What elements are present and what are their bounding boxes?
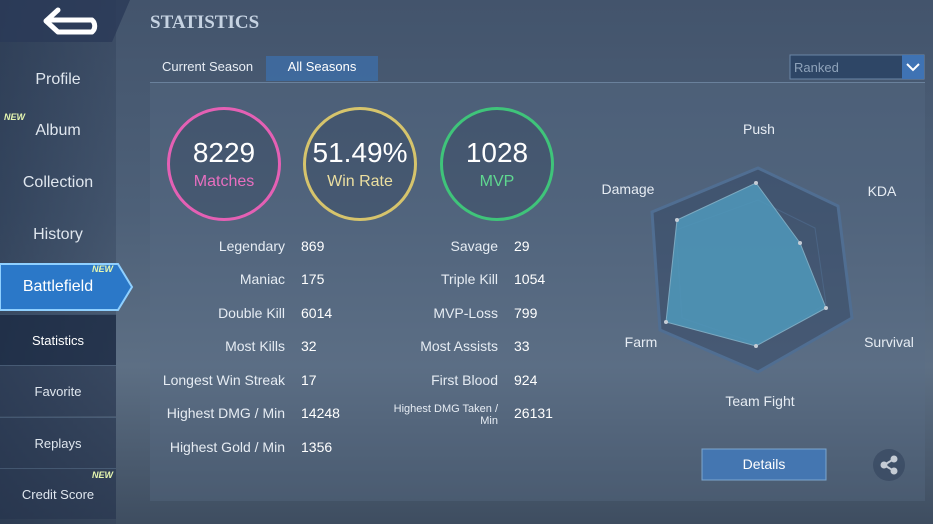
sidebar-item[interactable]: Statistics (0, 314, 116, 365)
summary-value: 51.49% (312, 137, 408, 168)
radar-label: Team Fight (725, 393, 795, 409)
summary-circle: 51.49% Win Rate (303, 107, 417, 221)
summary-label: Matches (193, 173, 255, 190)
stat-label: Maniac (239, 271, 285, 287)
stat-label: MVP-Loss (433, 305, 498, 321)
sidebar-item[interactable]: Battlefield (22, 278, 94, 295)
stat-value: 924 (514, 372, 538, 388)
stat-label: Legendary (218, 238, 285, 254)
new-badge: NEW (4, 112, 25, 122)
stat-value: 869 (301, 238, 325, 254)
sidebar-item[interactable]: Favorite (0, 365, 116, 416)
radar-label: Damage (601, 181, 655, 197)
stat-value: 1054 (514, 271, 546, 287)
sidebar-item[interactable]: Profile (35, 71, 81, 88)
stat-label: First Blood (431, 372, 498, 388)
new-badge: NEW (92, 264, 113, 274)
tab[interactable]: Current Season (162, 59, 254, 74)
details-button[interactable]: Details (742, 456, 786, 472)
stat-label: Highest DMG Taken / Min (393, 403, 498, 427)
summary-circle: 8229 Matches (167, 107, 281, 221)
stat-value: 26131 (514, 405, 553, 421)
stat-label: Most Assists (420, 338, 498, 354)
sidebar-item[interactable]: History (33, 226, 83, 243)
sidebar-item[interactable]: Replays (0, 417, 116, 468)
stat-label: Triple Kill (440, 271, 498, 287)
stat-value: 799 (514, 305, 538, 321)
sidebar-item[interactable]: Album (35, 122, 81, 139)
summary-value: 8229 (192, 137, 256, 168)
radar-label: KDA (867, 183, 897, 199)
dropdown[interactable]: Ranked (794, 60, 839, 75)
tab-active[interactable]: All Seasons (287, 59, 357, 74)
summary-circle: 1028 MVP (440, 107, 554, 221)
stat-value: 175 (301, 271, 325, 287)
summary-label: MVP (479, 173, 515, 190)
stat-value: 1356 (301, 439, 333, 455)
radar-label: Farm (624, 334, 658, 350)
stat-label: Double Kill (218, 305, 285, 321)
stat-value: 6014 (301, 305, 333, 321)
sidebar-item[interactable]: Credit Score (0, 468, 116, 519)
stat-value: 29 (514, 238, 530, 254)
stat-value: 32 (301, 338, 317, 354)
stat-value: 17 (301, 372, 317, 388)
new-badge: NEW (92, 470, 113, 480)
stat-value: 14248 (301, 405, 340, 421)
radar-label: Survival (864, 334, 914, 350)
title: STATISTICS (150, 12, 260, 33)
radar-label: Push (743, 121, 775, 137)
stat-label: Most Kills (225, 338, 285, 354)
summary-value: 1028 (465, 137, 529, 168)
stat-label: Longest Win Streak (162, 372, 285, 388)
stat-value: 33 (514, 338, 530, 354)
sidebar-item[interactable]: Collection (22, 174, 94, 191)
stat-label: Highest Gold / Min (169, 439, 285, 455)
stat-label: Highest DMG / Min (166, 405, 285, 421)
stat-label: Savage (450, 238, 498, 254)
summary-label: Win Rate (327, 173, 393, 190)
